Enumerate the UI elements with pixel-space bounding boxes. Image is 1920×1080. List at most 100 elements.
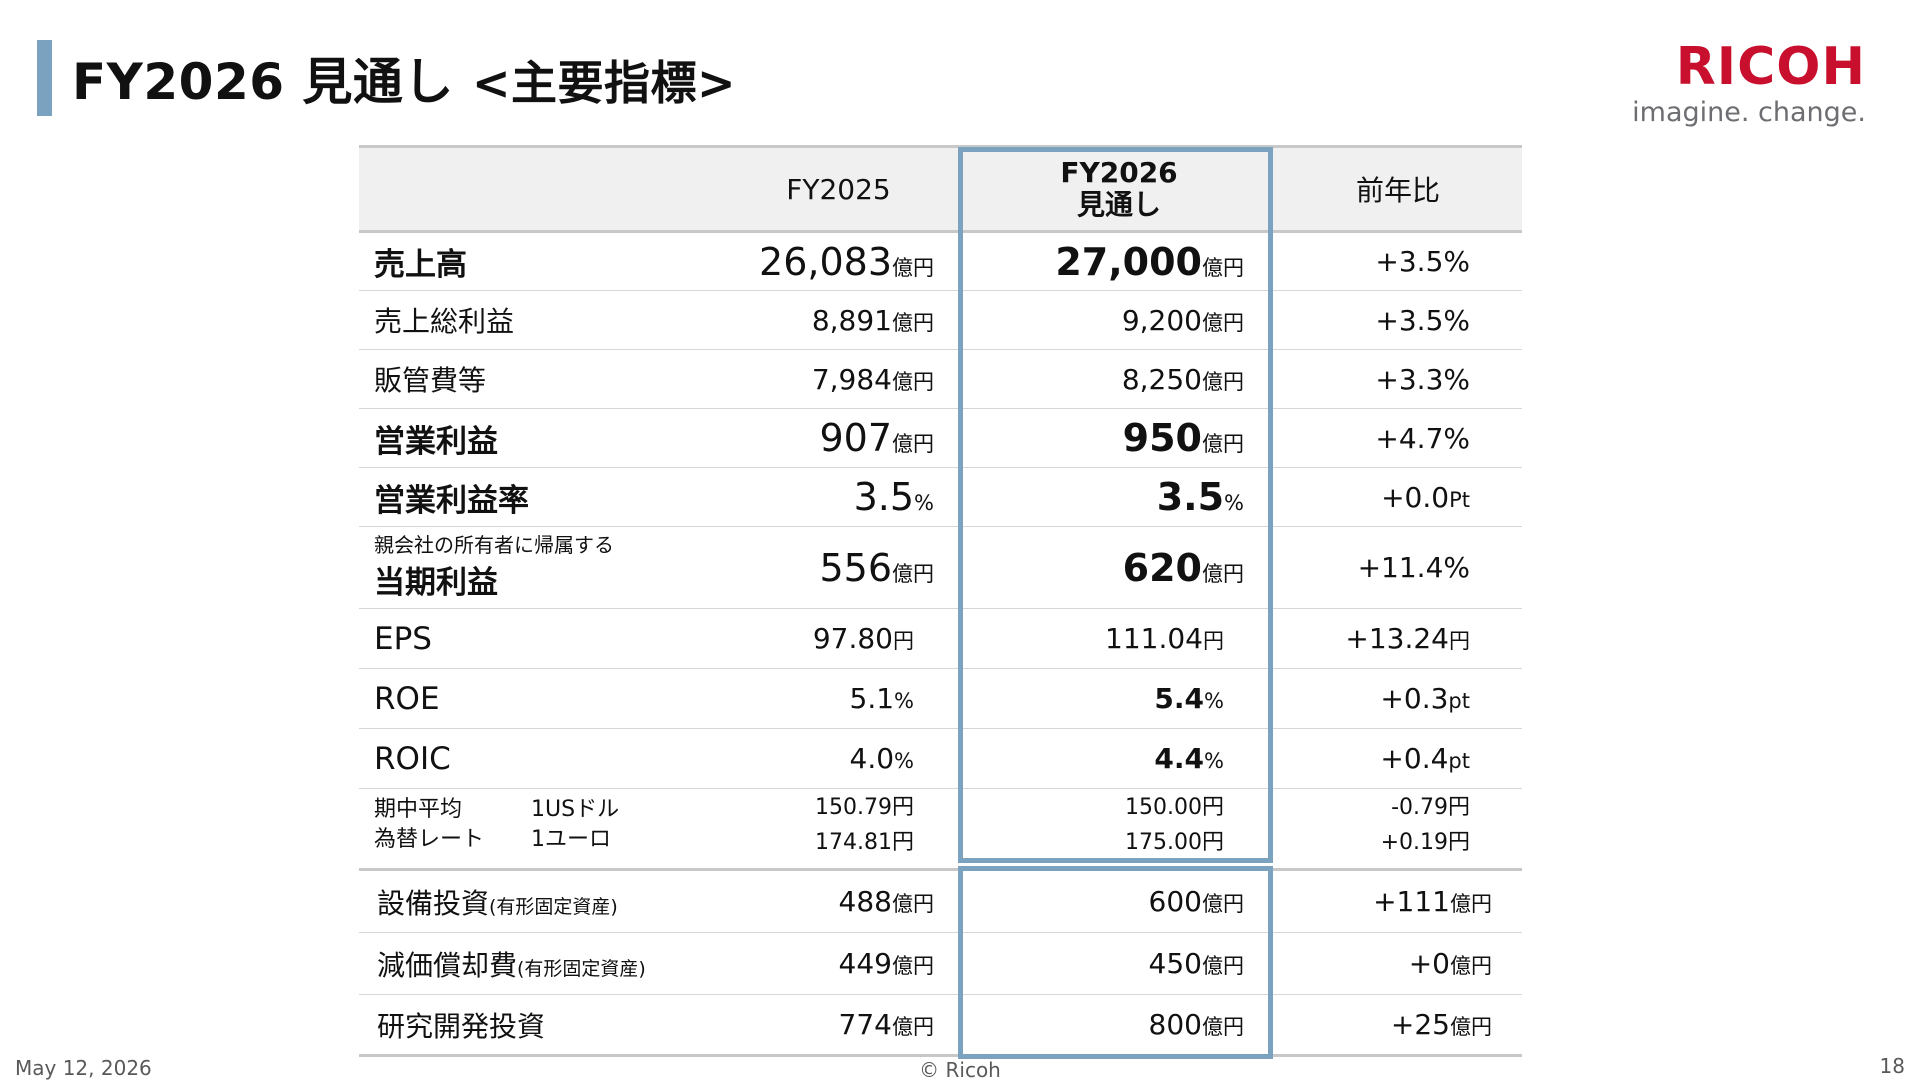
unit: 億円: [1202, 1015, 1244, 1039]
logo-wordmark: RICOH: [1675, 37, 1866, 97]
fy2025-value: 7,984: [811, 362, 892, 396]
footer-date: May 12, 2026: [15, 1056, 152, 1080]
fy2025-value: 4.0: [849, 742, 895, 775]
unit: 円: [893, 629, 914, 653]
yoy-value: +3.5%: [1375, 303, 1470, 337]
yoy-value: +3.5%: [1375, 245, 1470, 278]
section-divider: [359, 861, 1522, 871]
row-label: 売上総利益: [374, 305, 515, 338]
unit: 億円: [892, 310, 934, 335]
row-label: ROIC: [374, 740, 451, 777]
table-row: ROE 5.1% 5.4% +0.3pt: [359, 669, 1522, 729]
unit: 億円: [1202, 892, 1244, 916]
yoy-value: +13.24: [1345, 622, 1449, 655]
fy2026-value: 3.5: [1156, 475, 1225, 519]
fy2025-value: 907: [819, 416, 892, 460]
unit: 億円: [892, 561, 934, 586]
unit: 億円: [1202, 954, 1244, 978]
fy2025-value: 26,083: [759, 239, 892, 284]
unit: 億円: [1450, 954, 1492, 978]
yoy-value: +0.3: [1380, 682, 1449, 715]
table-row: 営業利益率 3.5% 3.5% +0.0Pt: [359, 468, 1522, 527]
header-fy2025: FY2025: [786, 172, 891, 206]
row-label-group: 減価償却費(有形固定資産): [359, 944, 713, 984]
row-label-group: 設備投資(有形固定資産): [359, 882, 713, 922]
header-yoy: 前年比: [1355, 174, 1440, 207]
row-label-prefix: 親会社の所有者に帰属する: [374, 533, 614, 557]
unit: 億円: [892, 1015, 934, 1039]
fx-usd-label: 1USドル: [531, 797, 620, 822]
unit: 億円: [892, 369, 934, 394]
footer-copyright: © Ricoh: [919, 1058, 1001, 1080]
fy2026-value: 27,000: [1055, 239, 1202, 284]
fy2025-value: 488: [838, 885, 892, 918]
fy2026-value: 600: [1148, 885, 1202, 918]
fx-eur-yoy: +0.19円: [1380, 830, 1470, 855]
unit: %: [1224, 491, 1244, 515]
fy2025-value: 556: [819, 545, 892, 590]
fy2026-value: 800: [1148, 1008, 1202, 1041]
fy2025-value: 5.1: [849, 682, 895, 715]
fy2025-value: 97.80: [812, 622, 893, 655]
row-label-group: 親会社の所有者に帰属する 当期利益: [359, 533, 713, 602]
row-label: 当期利益: [374, 565, 498, 601]
yoy-unit: Pt: [1449, 487, 1470, 512]
header-fy2026-forecast: 見通し: [1076, 188, 1161, 221]
logo-tagline: imagine. change.: [1632, 97, 1866, 128]
table-row: 販管費等 7,984億円 8,250億円 +3.3%: [359, 350, 1522, 409]
title-accent-bar: [37, 40, 52, 116]
page-title-main: FY2026 見通し: [72, 53, 454, 111]
fx-eur-fy2026: 175.00円: [1125, 830, 1224, 855]
fx-eur-label: 1ユーロ: [531, 827, 611, 852]
unit: %: [1204, 749, 1224, 773]
fx-eur-fy2025: 174.81円: [815, 830, 914, 855]
row-label: 販管費等: [374, 364, 487, 397]
header-fy2026: FY2026 見通し: [964, 157, 1274, 221]
fy2026-value: 111.04: [1105, 622, 1203, 655]
unit: 億円: [1202, 310, 1244, 335]
row-label: 営業利益: [374, 423, 498, 460]
table-row: 減価償却費(有形固定資産) 449億円 450億円 +0億円: [359, 933, 1522, 995]
yoy-value: +25: [1390, 1008, 1450, 1041]
fy2025-value: 3.5: [853, 475, 915, 519]
unit: 億円: [1202, 369, 1244, 394]
yoy-value: +11.4%: [1357, 551, 1470, 584]
table-row: EPS 97.80円 111.04円 +13.24円: [359, 609, 1522, 669]
fy2026-value: 450: [1148, 947, 1202, 980]
fy2026-value: 4.4: [1154, 742, 1205, 775]
page-number: 18: [1879, 1054, 1905, 1078]
table-row: 設備投資(有形固定資産) 488億円 600億円 +111億円: [359, 871, 1522, 933]
fx-usd-fy2025: 150.79円: [815, 795, 914, 820]
unit: %: [894, 749, 914, 773]
row-label: 減価償却費: [377, 948, 518, 982]
row-label: 研究開発投資: [377, 1009, 546, 1043]
page-title: FY2026 見通し <主要指標>: [72, 42, 736, 114]
yoy-value: +0.4: [1380, 742, 1449, 775]
unit: %: [894, 689, 914, 713]
row-label-note: (有形固定資産): [517, 957, 646, 980]
yoy-value: +3.3%: [1375, 362, 1470, 396]
unit: %: [1204, 689, 1224, 713]
yoy-value: +0.0: [1381, 480, 1450, 514]
fy2025-value: 8,891: [811, 303, 892, 337]
yoy-value: +0: [1408, 947, 1450, 980]
unit: %: [914, 491, 934, 515]
fy2026-value: 950: [1122, 416, 1202, 460]
unit: 億円: [1202, 561, 1244, 586]
header-fy2026-year: FY2026: [1060, 156, 1178, 189]
fy2026-value: 8,250: [1121, 362, 1202, 396]
row-label: 営業利益率: [374, 482, 529, 519]
table-header-row: FY2025 FY2026 見通し 前年比: [359, 145, 1522, 233]
fx-label-line1: 期中平均: [374, 797, 463, 822]
table-row: ROIC 4.0% 4.4% +0.4pt: [359, 729, 1522, 789]
table-row: 親会社の所有者に帰属する 当期利益 556億円 620億円 +11.4%: [359, 527, 1522, 609]
page-subtitle: <主要指標>: [471, 56, 737, 110]
row-label: EPS: [374, 620, 432, 657]
fy2025-value: 774: [838, 1008, 892, 1041]
unit: 億円: [892, 954, 934, 978]
row-label-note: (有形固定資産): [489, 895, 618, 918]
fy2026-value: 620: [1122, 545, 1202, 590]
yoy-unit: 円: [1449, 629, 1470, 653]
unit: 億円: [1202, 255, 1244, 280]
row-label: ROE: [374, 680, 440, 717]
